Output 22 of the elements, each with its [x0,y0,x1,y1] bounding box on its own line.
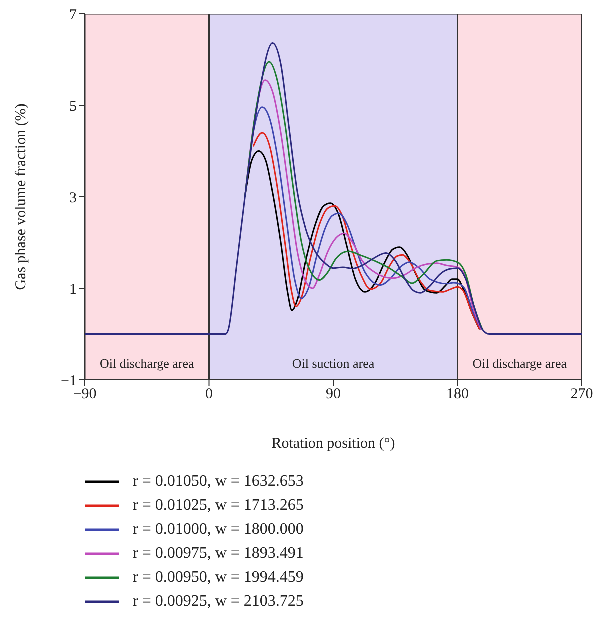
x-tick-label: −90 [73,386,97,403]
y-tick-label: 3 [70,190,77,206]
band-label: Oil suction area [292,356,375,371]
band-label: Oil discharge area [100,356,195,371]
y-tick-label: −1 [61,373,77,390]
legend-label: r = 0.00975, w = 1893.491 [133,545,304,563]
y-axis-title: Gas phase volume fraction (%) [13,104,30,290]
x-axis-title: Rotation position (°) [272,436,396,452]
y-tick-label: 5 [70,98,77,115]
x-tick-label: 0 [206,386,213,403]
x-tick-label: 90 [326,386,341,403]
x-tick-label: 180 [446,386,469,403]
y-tick-label: 7 [70,7,78,24]
y-tick-label: 1 [70,282,77,298]
legend-label: r = 0.00950, w = 1994.459 [133,569,304,587]
line-series [85,42,582,335]
legend-label: r = 0.00925, w = 2103.725 [133,593,304,611]
x-tick-label: 270 [570,386,594,403]
legend-label: r = 0.01025, w = 1713.265 [133,497,304,515]
band-label: Oil discharge area [472,356,568,371]
legend-label: r = 0.01050, w = 1632.653 [133,473,304,491]
legend-label: r = 0.01000, w = 1800.000 [133,521,304,539]
